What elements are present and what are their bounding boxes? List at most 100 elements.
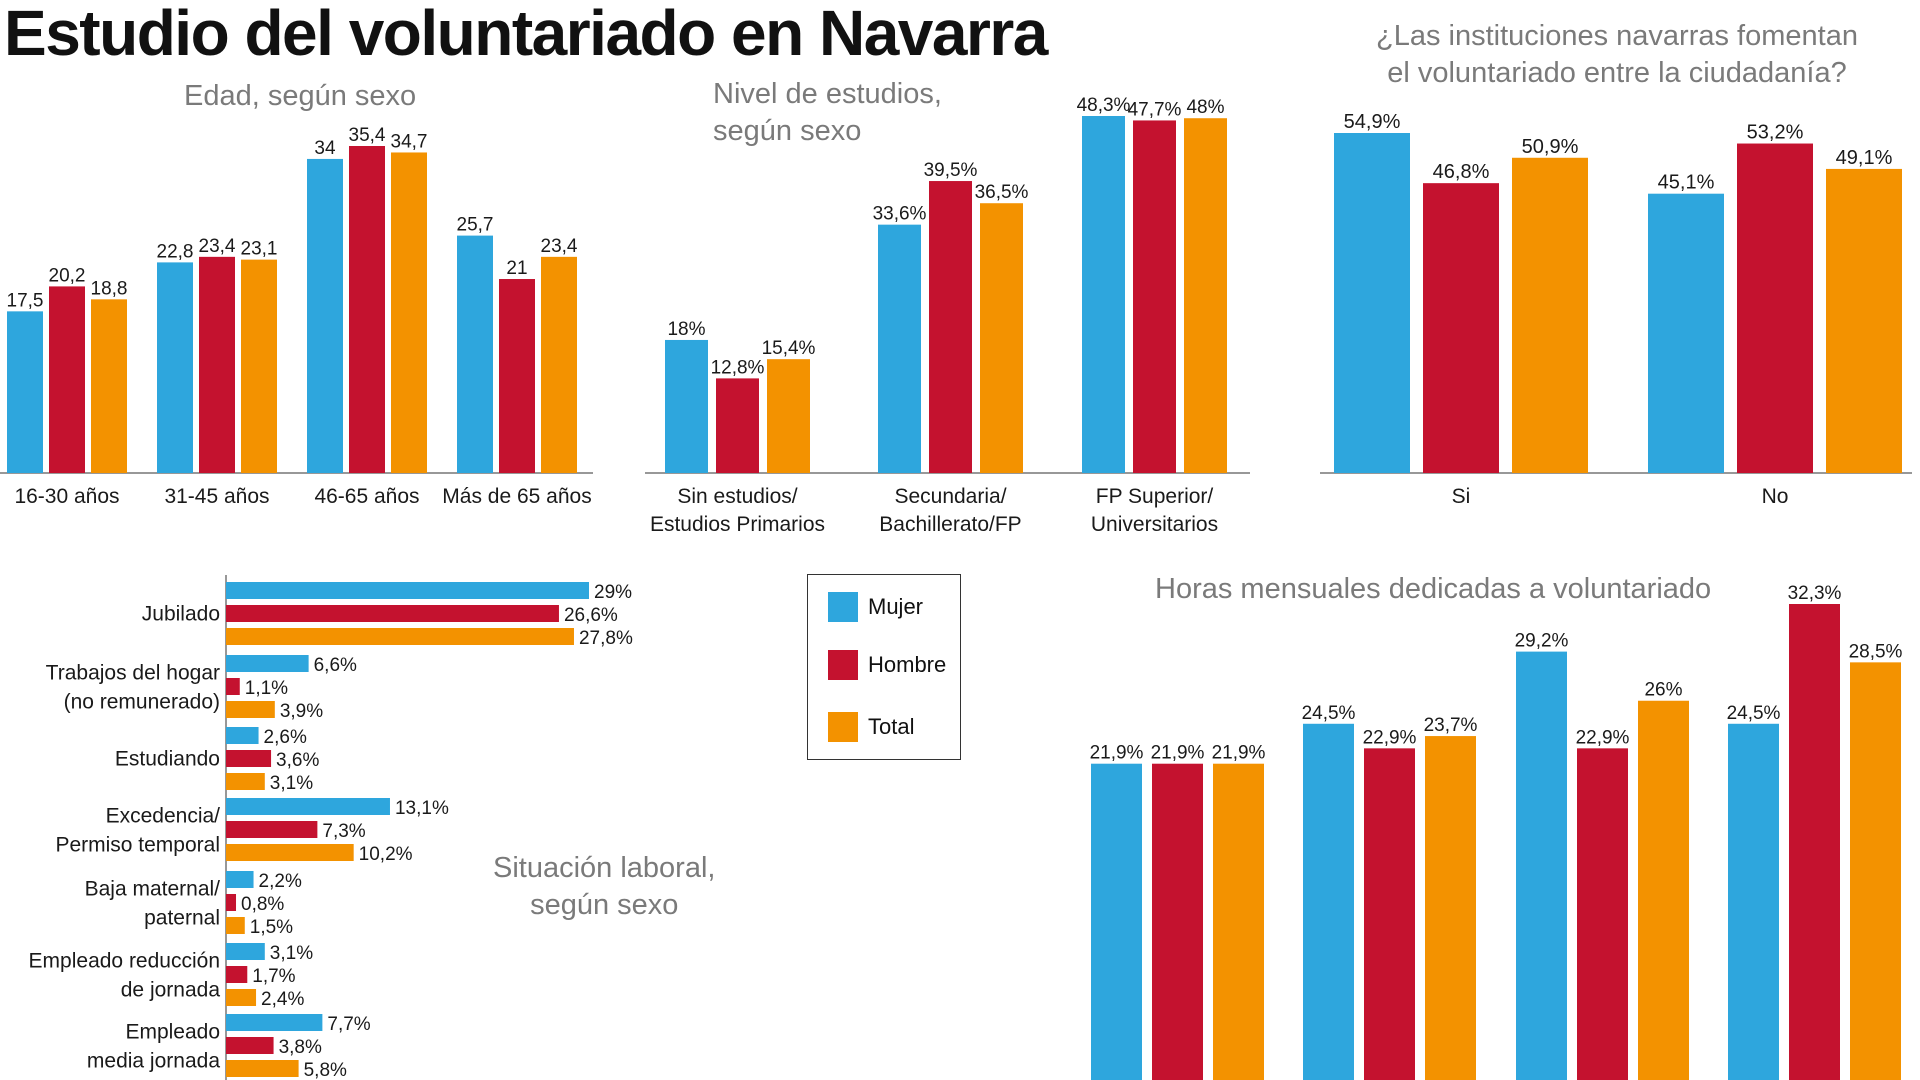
instituciones-bar-hombre-0 <box>1423 183 1499 473</box>
situacion-tick-label: media jornada <box>87 1050 220 1073</box>
estudios-tick-label: Sin estudios/ <box>677 485 797 508</box>
situacion-bar-hombre-3 <box>226 821 318 838</box>
situacion-data-label: 3,1% <box>270 943 313 964</box>
situacion-tick-label: de jornada <box>121 979 221 1002</box>
horas-bar-hombre-1 <box>1364 748 1415 1080</box>
situacion-bar-mujer-3 <box>226 798 390 815</box>
chart-title-edad: Edad, según sexo <box>184 78 416 115</box>
chart-title-instituciones: ¿Las instituciones navarras fomentan el … <box>1376 18 1858 92</box>
legend: Mujer Hombre Total <box>807 574 961 760</box>
legend-item-hombre: Hombre <box>828 650 946 680</box>
situacion-data-label: 29% <box>594 582 632 603</box>
instituciones-bar-hombre-1 <box>1737 143 1813 473</box>
page-title: Estudio del voluntariado en Navarra <box>4 0 1048 69</box>
edad-tick-label: 31-45 años <box>164 485 269 508</box>
instituciones-bar-total-0 <box>1512 157 1588 473</box>
instituciones-bar-mujer-1 <box>1648 193 1724 473</box>
edad-bar-mujer-2 <box>307 158 343 474</box>
edad-bar-hombre-3 <box>499 279 535 473</box>
edad-data-label: 23,4 <box>199 236 236 257</box>
edad-bar-hombre-0 <box>49 286 85 473</box>
horas-data-label: 21,9% <box>1090 743 1144 764</box>
legend-swatch-total <box>828 712 858 742</box>
legend-label-hombre: Hombre <box>868 652 947 677</box>
situacion-data-label: 3,6% <box>276 750 319 771</box>
situacion-tick-label: Empleado <box>125 1021 220 1044</box>
estudios-tick-label: FP Superior/ <box>1096 485 1214 508</box>
edad-bar-hombre-2 <box>349 146 385 473</box>
situacion-data-label: 7,7% <box>327 1014 370 1035</box>
edad-data-label: 23,4 <box>541 236 578 257</box>
legend-swatch-hombre <box>828 650 858 680</box>
edad-data-label: 22,8 <box>157 241 194 262</box>
edad-bar-total-0 <box>91 299 127 473</box>
instituciones-bar-mujer-0 <box>1334 133 1410 473</box>
edad-bar-mujer-1 <box>157 262 193 473</box>
horas-bar-hombre-3 <box>1789 604 1840 1080</box>
situacion-bar-mujer-2 <box>226 727 259 744</box>
estudios-data-label: 12,8% <box>711 357 765 378</box>
situacion-tick-label: Trabajos del hogar <box>46 662 220 685</box>
edad-bar-hombre-1 <box>199 256 235 473</box>
edad-data-label: 34,7 <box>391 131 428 152</box>
situacion-bar-total-4 <box>226 917 245 934</box>
situacion-data-label: 0,8% <box>241 894 284 915</box>
estudios-bar-total-0 <box>767 359 810 473</box>
legend-label-mujer: Mujer <box>868 594 924 619</box>
estudios-data-label: 47,7% <box>1128 99 1182 120</box>
estudios-tick-label: Bachillerato/FP <box>879 513 1021 536</box>
situacion-bar-total-0 <box>226 628 574 645</box>
estudios-bar-mujer-0 <box>665 339 708 473</box>
estudios-bar-hombre-2 <box>1133 120 1176 473</box>
estudios-data-label: 18% <box>667 319 705 340</box>
edad-tick-label: Más de 65 años <box>442 485 591 508</box>
horas-data-label: 22,9% <box>1363 727 1417 748</box>
horas-bar-total-3 <box>1850 662 1901 1080</box>
horas-bar-total-0 <box>1213 763 1264 1080</box>
situacion-bar-total-3 <box>226 844 354 861</box>
edad-data-label: 34 <box>314 138 336 159</box>
chart-title-situacion: Situación laboral, según sexo <box>493 850 715 924</box>
situacion-tick-label: Excedencia/ <box>106 805 221 828</box>
estudios-bar-total-1 <box>980 203 1023 473</box>
legend-label-total: Total <box>868 714 915 739</box>
estudios-data-label: 15,4% <box>762 338 816 359</box>
situacion-bar-mujer-1 <box>226 655 309 672</box>
edad-bar-total-2 <box>391 152 427 473</box>
situacion-data-label: 2,6% <box>264 727 307 748</box>
edad-tick-label: 46-65 años <box>314 485 419 508</box>
situacion-data-label: 3,8% <box>279 1037 322 1058</box>
horas-data-label: 22,9% <box>1576 727 1630 748</box>
horas-data-label: 26% <box>1644 680 1682 701</box>
situacion-bar-mujer-0 <box>226 582 589 599</box>
situacion-bar-hombre-4 <box>226 894 237 911</box>
edad-data-label: 18,8 <box>91 278 128 299</box>
estudios-bar-hombre-0 <box>716 378 759 473</box>
situacion-tick-label: Jubilado <box>142 603 220 626</box>
estudios-bar-total-2 <box>1184 118 1227 473</box>
horas-bar-hombre-2 <box>1577 748 1628 1080</box>
situacion-bar-total-2 <box>226 773 265 790</box>
situacion-bar-mujer-6 <box>226 1014 323 1031</box>
chart-title-horas-text: Horas mensuales dedicadas a voluntariado <box>1155 573 1712 605</box>
situacion-data-label: 26,6% <box>564 605 618 626</box>
situacion-tick-label: paternal <box>144 907 220 930</box>
situacion-data-label: 1,7% <box>252 966 295 987</box>
instituciones-data-label: 49,1% <box>1836 147 1893 169</box>
situacion-tick-label: Permiso temporal <box>55 834 220 857</box>
situacion-data-label: 2,4% <box>261 989 304 1010</box>
situacion-bar-total-5 <box>226 989 257 1006</box>
situacion-tick-label: Baja maternal/ <box>85 878 221 901</box>
instituciones-data-label: 54,9% <box>1344 111 1401 133</box>
estudios-data-label: 48,3% <box>1077 95 1131 116</box>
chart-title-edad-text: Edad, según sexo <box>184 80 417 112</box>
edad-data-label: 21 <box>506 258 527 279</box>
horas-bar-mujer-2 <box>1516 651 1567 1080</box>
situacion-bar-hombre-5 <box>226 966 248 983</box>
horas-data-label: 24,5% <box>1302 703 1356 724</box>
situacion-data-label: 3,1% <box>270 773 313 794</box>
